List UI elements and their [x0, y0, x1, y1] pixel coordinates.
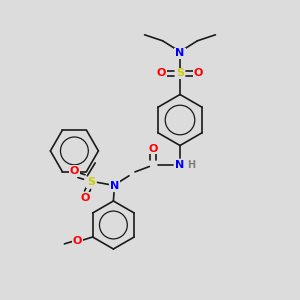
- Text: S: S: [176, 68, 184, 79]
- Text: H: H: [187, 160, 195, 170]
- Text: O: O: [148, 143, 158, 154]
- Text: N: N: [110, 181, 119, 191]
- Text: N: N: [176, 48, 184, 59]
- Text: O: O: [194, 68, 203, 79]
- Text: O: O: [70, 166, 79, 176]
- Text: O: O: [157, 68, 166, 79]
- Text: S: S: [87, 177, 95, 188]
- Text: N: N: [176, 160, 184, 170]
- Text: O: O: [81, 193, 90, 203]
- Text: O: O: [73, 236, 82, 247]
